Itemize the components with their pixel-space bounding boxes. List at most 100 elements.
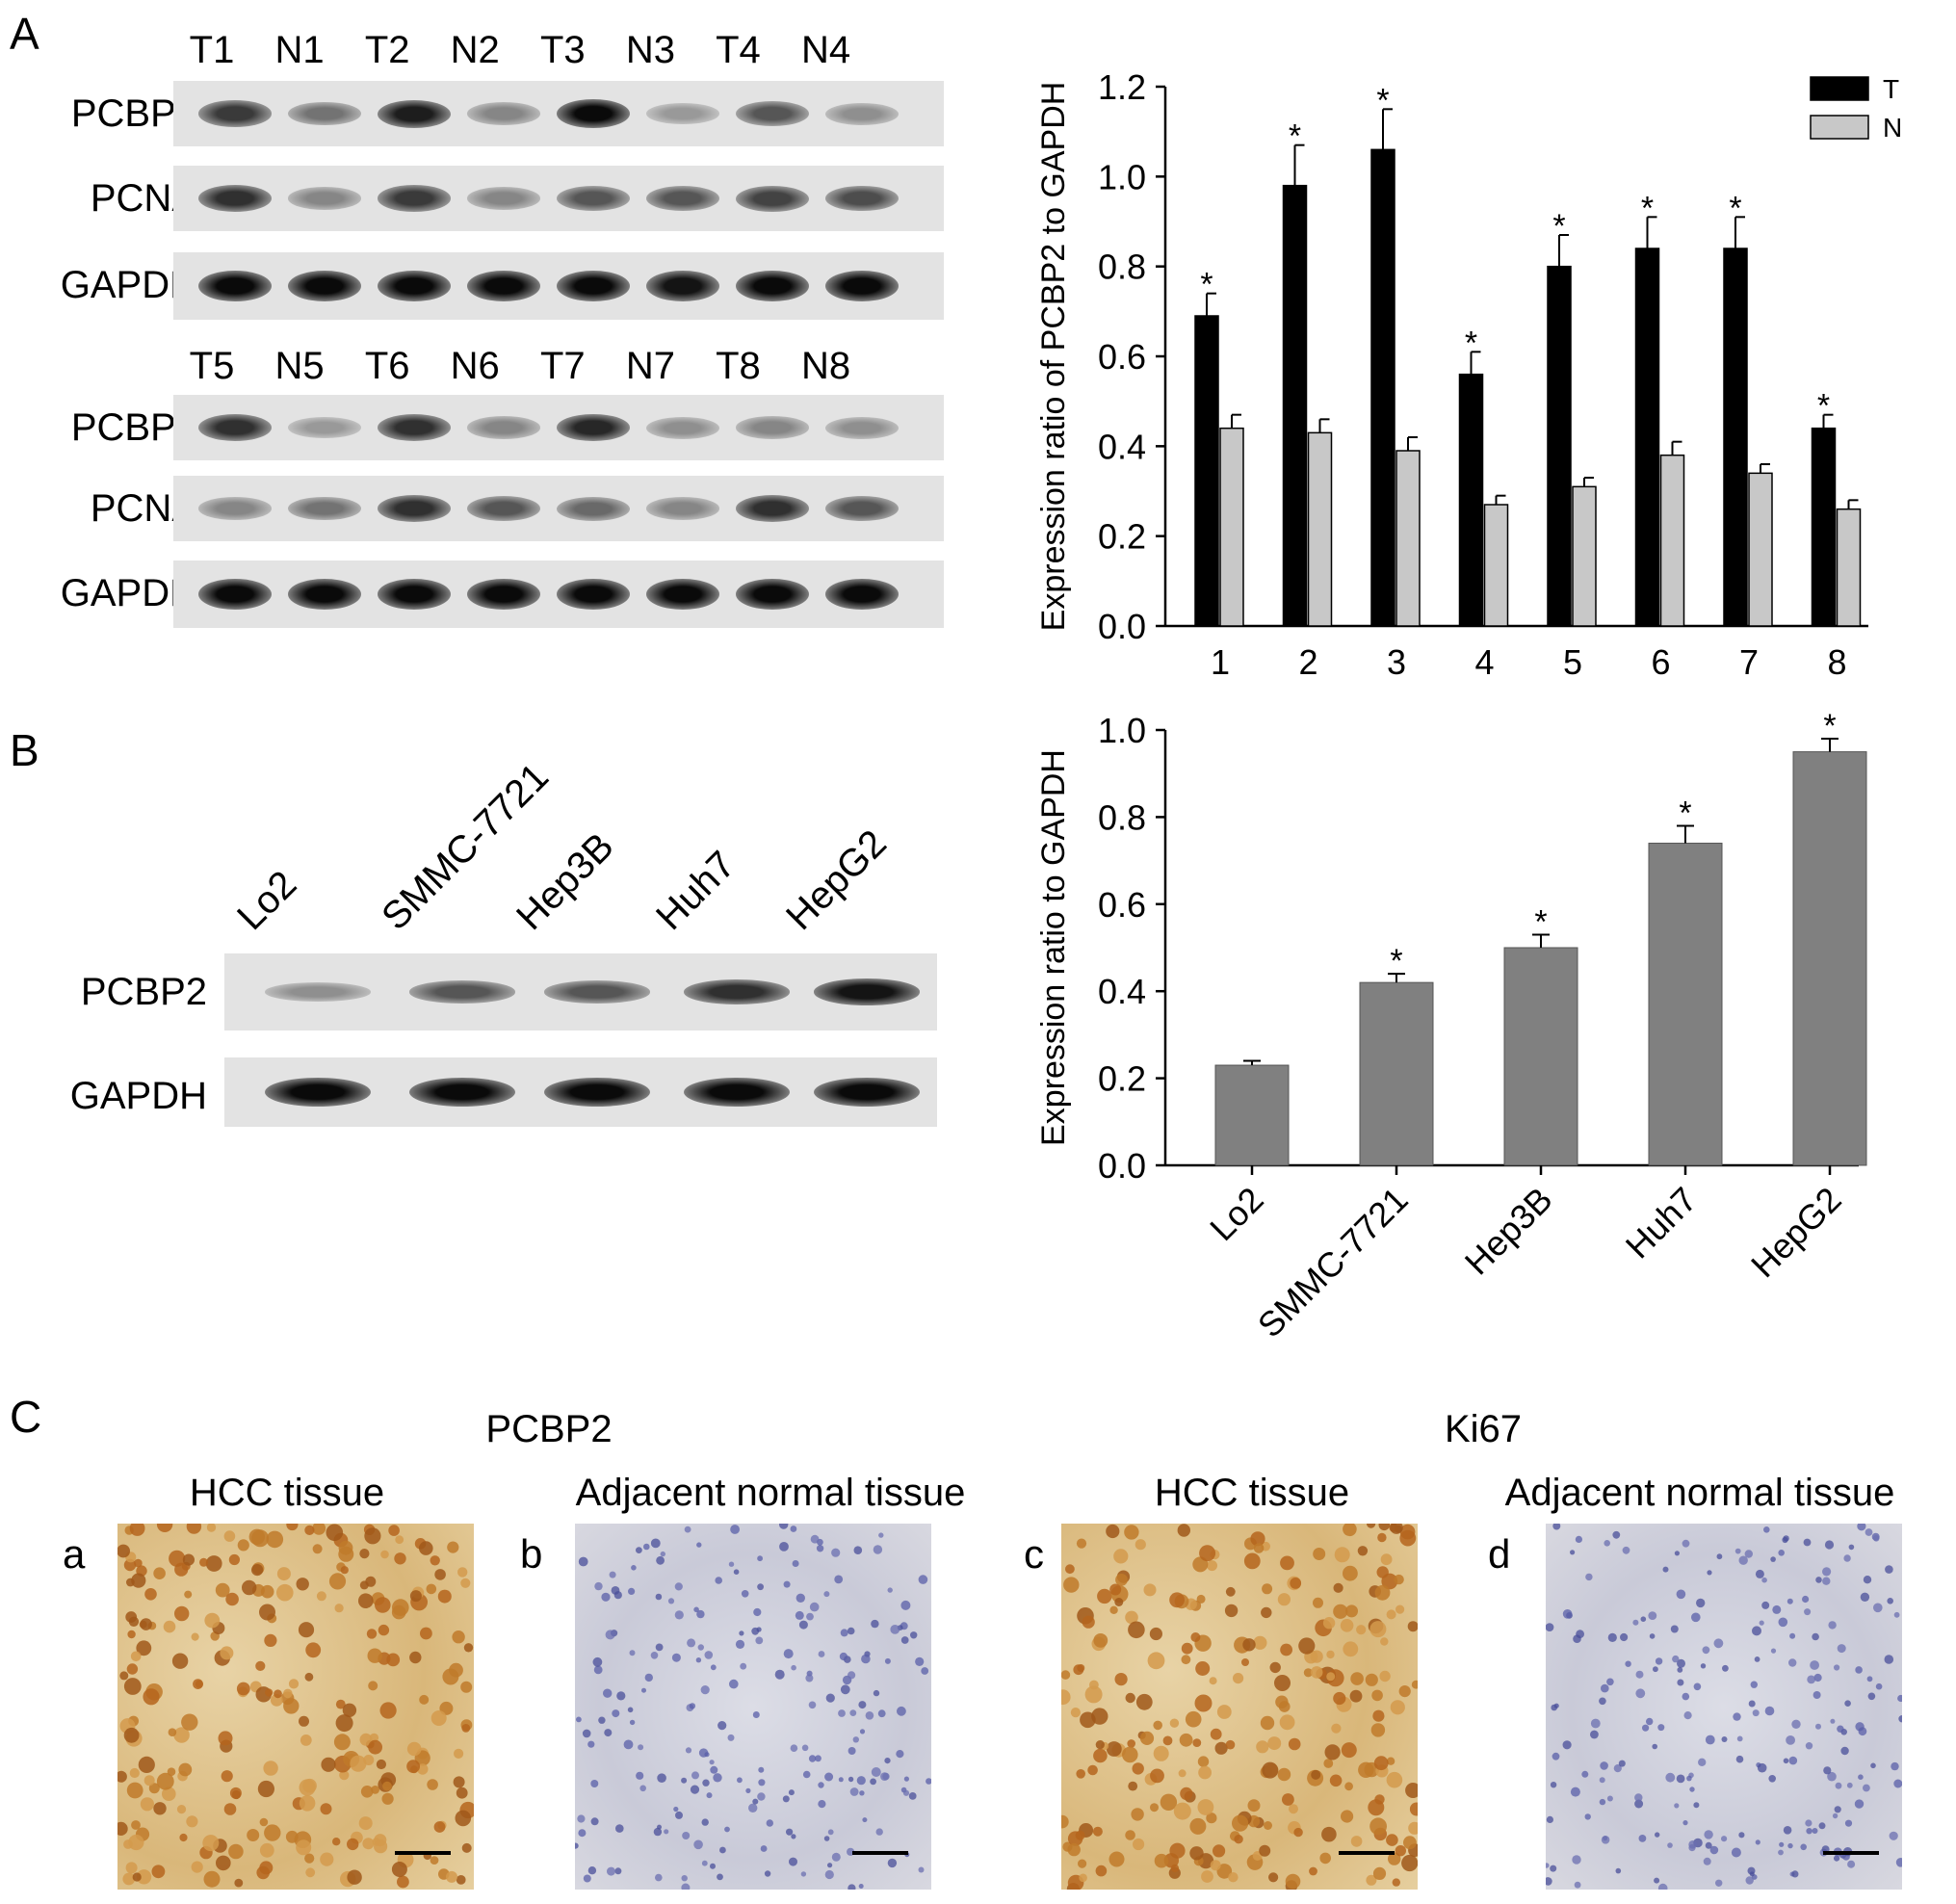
- band-pcna-N3: [646, 186, 719, 211]
- ihc-nucleus: [1207, 1560, 1217, 1572]
- ihc-nucleus: [171, 1653, 189, 1669]
- ihc-nucleus: [1341, 1742, 1357, 1759]
- ihc-nucleus: [1676, 1774, 1685, 1784]
- ihc-nucleus: [577, 1814, 586, 1823]
- ihc-nucleus: [1061, 1689, 1071, 1706]
- ihc-nucleus: [1846, 1782, 1853, 1788]
- ihc-nucleus: [1813, 1691, 1821, 1699]
- ihc-nucleus: [791, 1834, 796, 1839]
- legend-swatch-T: [1810, 76, 1869, 101]
- lane-label-T2: T2: [364, 29, 410, 71]
- blot-strip-gapdh: [173, 561, 944, 628]
- ihc-nucleus: [426, 1583, 437, 1595]
- ihc-nucleus: [1365, 1673, 1378, 1686]
- ihc-nucleus: [1377, 1532, 1387, 1543]
- ihc-nucleus: [848, 1671, 856, 1680]
- ihc-nucleus: [305, 1867, 316, 1878]
- ihc-nucleus: [191, 1861, 203, 1873]
- blot-strip-pcbp2: [173, 81, 944, 146]
- band-gapdh-N5: [288, 579, 361, 610]
- ihc-nucleus: [316, 1591, 326, 1602]
- ihc-nucleus: [644, 1673, 653, 1682]
- ihc-nucleus: [1844, 1819, 1853, 1827]
- x-tick-label: 1: [1211, 642, 1230, 682]
- ihc-nucleus: [1063, 1577, 1080, 1593]
- ihc-nucleus: [1084, 1685, 1103, 1704]
- significance-mark: *: [1641, 190, 1654, 226]
- ihc-nucleus: [457, 1567, 468, 1578]
- ihc-nucleus: [1670, 1625, 1679, 1633]
- ihc-nucleus: [1550, 1865, 1557, 1872]
- ihc-letter-c: c: [1024, 1531, 1044, 1577]
- ihc-nucleus: [1275, 1695, 1289, 1708]
- ihc-nucleus: [119, 1671, 129, 1681]
- ihc-nucleus: [877, 1709, 886, 1718]
- significance-mark: *: [1200, 267, 1213, 303]
- band-pcna-T5: [198, 497, 272, 520]
- ihc-nucleus: [1770, 1648, 1777, 1654]
- x-tick-label: HepG2: [1743, 1180, 1849, 1286]
- ihc-nucleus: [1655, 1832, 1660, 1838]
- ihc-nucleus: [689, 1703, 696, 1709]
- ihc-nucleus: [1830, 1718, 1836, 1724]
- ihc-nucleus: [615, 1824, 624, 1833]
- ihc-nucleus: [193, 1679, 203, 1689]
- ihc-nucleus: [702, 1779, 710, 1787]
- ihc-nucleus: [840, 1629, 848, 1637]
- ihc-nucleus: [1210, 1860, 1221, 1871]
- ihc-nucleus: [1079, 1873, 1087, 1883]
- ihc-nucleus: [1344, 1782, 1353, 1791]
- ihc-nucleus: [790, 1744, 798, 1752]
- ihc-nucleus: [576, 1716, 582, 1723]
- ihc-nucleus: [363, 1755, 375, 1765]
- ihc-nucleus: [1386, 1609, 1396, 1620]
- ihc-nucleus: [1722, 1664, 1729, 1672]
- ihc-nucleus: [878, 1532, 884, 1538]
- ihc-nucleus: [1224, 1604, 1239, 1618]
- ihc-nucleus: [427, 1779, 438, 1790]
- ihc-nucleus: [1677, 1667, 1683, 1673]
- ihc-nucleus: [587, 1866, 597, 1875]
- ihc-nucleus: [681, 1883, 691, 1890]
- ihc-nucleus: [753, 1607, 762, 1617]
- ihc-nucleus: [430, 1710, 447, 1726]
- ihc-nucleus: [251, 1564, 264, 1577]
- ihc-nucleus: [897, 1706, 906, 1716]
- ihc-nucleus: [128, 1834, 144, 1851]
- ihc-nucleus: [117, 1544, 130, 1558]
- ihc-nucleus: [163, 1620, 176, 1633]
- ihc-nucleus: [739, 1630, 744, 1636]
- ihc-nucleus: [838, 1709, 846, 1717]
- scale-bar-c: [1339, 1851, 1395, 1855]
- ihc-nucleus: [162, 1787, 176, 1801]
- ihc-nucleus: [259, 1817, 269, 1827]
- ihc-nucleus: [1114, 1673, 1128, 1686]
- ihc-nucleus: [1061, 1814, 1069, 1829]
- lane-label-N7: N7: [625, 345, 675, 387]
- ihc-nucleus: [890, 1625, 900, 1634]
- band-b-pcbp2-huh7: [684, 979, 790, 1004]
- ihc-nucleus: [1733, 1712, 1741, 1721]
- y-tick-label: 1.2: [1098, 67, 1146, 107]
- x-tick-label: 4: [1474, 642, 1494, 682]
- ihc-nucleus: [1075, 1830, 1085, 1840]
- band-pcbp2-N1: [288, 101, 361, 126]
- row-label-pcbp2: PCBP2: [70, 406, 197, 449]
- ihc-nucleus: [1703, 1857, 1711, 1865]
- band-pcbp2-N7: [646, 416, 719, 439]
- ihc-nucleus: [1109, 1605, 1118, 1614]
- ihc-nucleus: [1131, 1808, 1144, 1821]
- ihc-nucleus: [671, 1653, 681, 1662]
- ihc-nucleus: [1150, 1803, 1159, 1813]
- ihc-nucleus: [655, 1873, 663, 1882]
- ihc-nucleus: [1736, 1735, 1743, 1742]
- ihc-nucleus: [1106, 1741, 1122, 1757]
- ihc-nucleus: [1581, 1770, 1589, 1778]
- ihc-nucleus: [1232, 1814, 1249, 1832]
- ihc-nucleus: [1891, 1761, 1899, 1771]
- ihc-nucleus: [1707, 1570, 1712, 1576]
- significance-mark: *: [1376, 82, 1389, 118]
- ihc-nucleus: [1693, 1802, 1700, 1809]
- ihc-nucleus: [1887, 1598, 1893, 1604]
- ihc-nucleus: [264, 1824, 281, 1841]
